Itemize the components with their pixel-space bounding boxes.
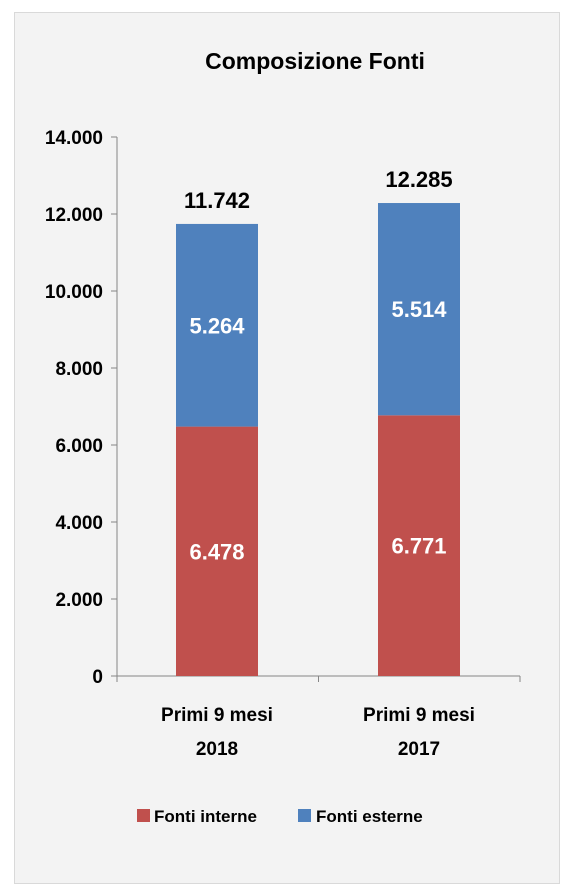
legend: Fonti interne Fonti esterne	[137, 807, 423, 826]
y-tick-label: 2.000	[55, 590, 103, 611]
data-label: 5.264	[189, 313, 245, 338]
x-category-label: Primi 9 mesi	[161, 705, 273, 726]
y-tick-label: 12.000	[45, 205, 103, 226]
total-label: 12.285	[385, 167, 452, 192]
y-tick-label: 14.000	[45, 128, 103, 149]
x-category-label: Primi 9 mesi	[363, 705, 475, 726]
bars	[176, 203, 460, 676]
bar-segment	[176, 426, 258, 676]
x-category-label: 2017	[398, 739, 440, 760]
axes: 0 2.000 4.000 6.000 8.000 10.000 12.000 14.000 P…	[45, 128, 521, 760]
y-tick-label: 0	[92, 667, 103, 688]
chart-title: Composizione Fonti	[205, 48, 425, 74]
legend-swatch	[137, 809, 150, 822]
bar-segment	[378, 415, 460, 676]
data-label: 6.478	[189, 539, 244, 564]
bar-segment	[176, 223, 258, 427]
bar-segment	[378, 203, 460, 416]
legend-swatch	[298, 809, 311, 822]
y-tick-label: 8.000	[55, 359, 103, 380]
x-category-label: 2018	[196, 739, 238, 760]
legend-label: Fonti esterne	[316, 807, 423, 826]
data-label: 5.514	[391, 297, 447, 322]
y-tick-label: 6.000	[55, 436, 103, 457]
y-tick-label: 4.000	[55, 513, 103, 534]
y-tick-label: 10.000	[45, 282, 103, 303]
labels: 6.478 5.264 11.742 6.771 5.514 12.285	[184, 167, 453, 564]
chart-frame	[14, 12, 560, 884]
total-label: 11.742	[184, 188, 250, 213]
data-label: 6.771	[391, 534, 446, 559]
legend-label: Fonti interne	[154, 807, 257, 826]
